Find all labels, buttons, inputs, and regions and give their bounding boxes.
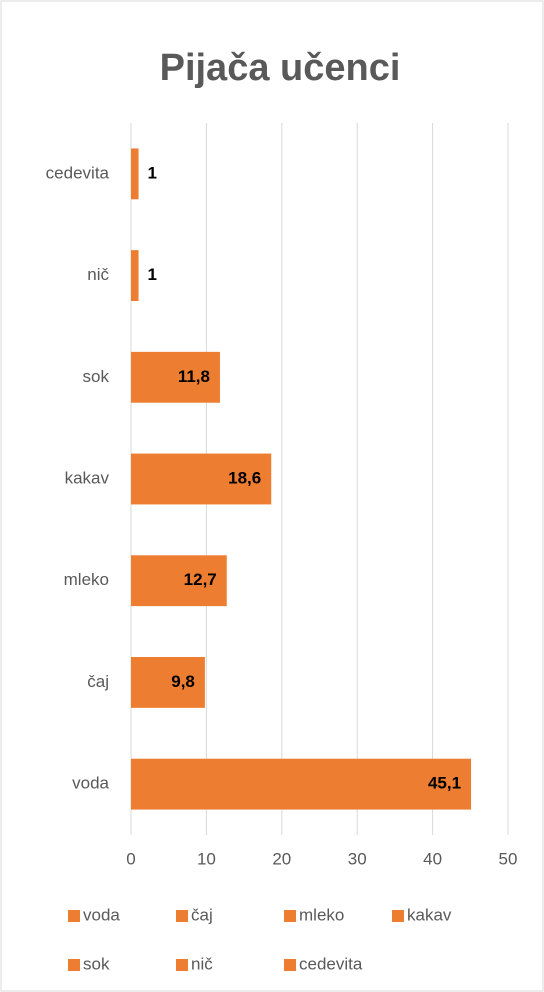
- y-tick-label: nič: [87, 265, 109, 284]
- legend-label: cedevita: [299, 954, 363, 973]
- legend-label: nič: [191, 954, 213, 973]
- y-tick-label: mleko: [64, 570, 109, 589]
- bar: [131, 555, 227, 607]
- bar: [131, 250, 139, 301]
- y-tick-label: sok: [83, 367, 110, 386]
- bar: [131, 657, 205, 708]
- x-tick-label: 20: [272, 849, 291, 868]
- bar: [131, 351, 220, 403]
- legend-swatch: [68, 910, 80, 922]
- legend-label: sok: [83, 954, 110, 973]
- x-tick-label: 50: [499, 849, 518, 868]
- bar: [131, 148, 139, 200]
- legend-swatch: [176, 959, 188, 971]
- legend-label: čaj: [191, 905, 213, 924]
- bar: [131, 453, 272, 505]
- bar: [131, 758, 472, 810]
- data-label: 1: [148, 265, 157, 284]
- data-label: 1: [148, 163, 157, 182]
- legend-swatch: [392, 910, 404, 922]
- chart-title: Pijača učenci: [160, 47, 401, 89]
- y-tick-label: cedevita: [46, 163, 110, 182]
- legend-swatch: [284, 959, 296, 971]
- legend-swatch: [68, 959, 80, 971]
- y-tick-label: voda: [72, 774, 109, 793]
- data-label: 11,8: [178, 367, 210, 386]
- legend-label: voda: [83, 905, 120, 924]
- legend-label: kakav: [407, 905, 452, 924]
- x-tick-label: 40: [423, 849, 442, 868]
- data-label: 9,8: [171, 672, 195, 691]
- x-tick-label: 30: [348, 849, 367, 868]
- y-tick-label: kakav: [65, 468, 110, 487]
- legend-label: mleko: [299, 905, 344, 924]
- x-tick-label: 10: [197, 849, 216, 868]
- data-label: 18,6: [228, 468, 261, 487]
- legend-swatch: [284, 910, 296, 922]
- data-label: 12,7: [184, 570, 217, 589]
- y-tick-label: čaj: [87, 672, 109, 691]
- x-tick-label: 0: [126, 849, 135, 868]
- legend-swatch: [176, 910, 188, 922]
- data-label: 45,1: [428, 774, 461, 793]
